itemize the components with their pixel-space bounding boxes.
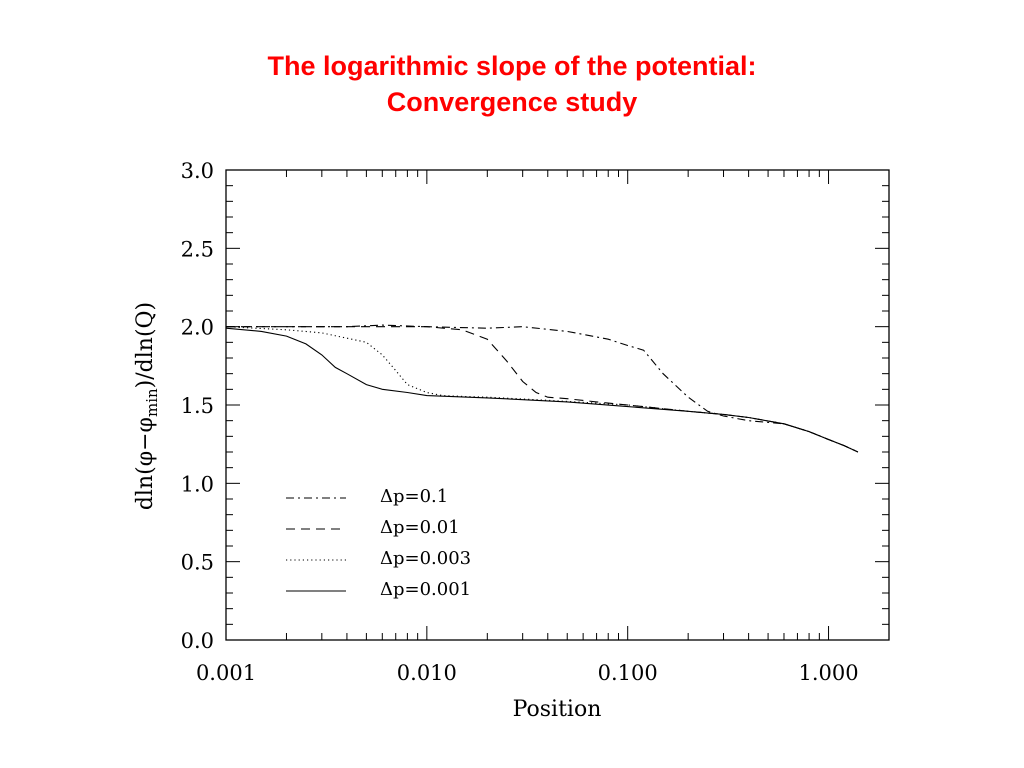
y-tick-label: 0.0 [181,629,214,653]
series-line-1 [226,324,859,453]
legend-label-1: Δp=0.1 [380,486,448,507]
x-tick-label: 0.001 [196,661,256,685]
x-tick-label: 1.000 [798,661,858,685]
slide-title: The logarithmic slope of the potential: … [0,48,1024,120]
y-tick-label: 1.5 [181,394,214,418]
y-tick-label: 0.5 [181,551,214,575]
svg-text:dln(φ−φmin)/dln(Q): dln(φ−φmin)/dln(Q) [133,302,161,510]
series-line-4 [225,327,859,453]
y-tick-label: 2.0 [181,316,214,340]
y-tick-label: 1.0 [181,472,214,496]
y-tick-label: 3.0 [181,159,214,183]
legend-label-4: Δp=0.001 [380,579,471,600]
series-line-2 [226,326,859,453]
legend-label-2: Δp=0.01 [380,517,460,538]
x-tick-label: 0.100 [598,661,658,685]
x-tick-label: 0.010 [397,661,457,685]
y-axis-label: dln(φ−φmin)/dln(Q) [133,302,161,510]
series-line-3 [225,326,859,453]
slide-title-line-2: Convergence study [386,87,638,117]
slide-title-line-1: The logarithmic slope of the potential: [267,51,757,81]
x-axis-label: Position [513,697,602,722]
legend-label-3: Δp=0.003 [380,548,471,569]
plot-frame [225,169,890,641]
y-tick-label: 2.5 [181,237,214,261]
